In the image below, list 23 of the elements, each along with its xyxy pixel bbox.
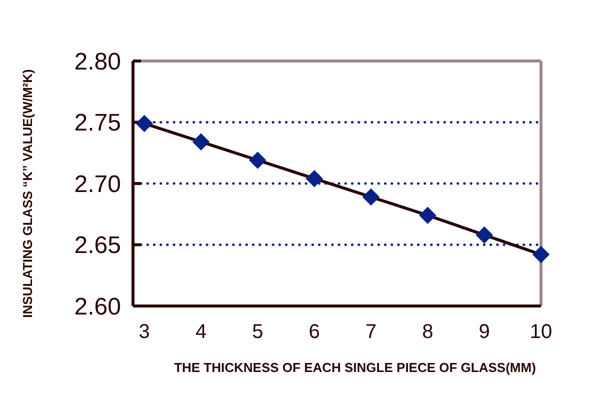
x-tick-label: 10 bbox=[530, 321, 552, 343]
x-tick-label: 3 bbox=[138, 321, 150, 343]
y-axis-title: INSULATING GLASS “K” VALUE(W/M²K) bbox=[20, 69, 35, 318]
x-tick-label: 7 bbox=[365, 321, 377, 343]
y-tick-label: 2.75 bbox=[74, 110, 121, 137]
point bbox=[419, 206, 436, 224]
point bbox=[136, 114, 153, 132]
point bbox=[306, 170, 323, 188]
y-tick-label: 2.65 bbox=[74, 232, 121, 260]
x-tick-label: 8 bbox=[422, 321, 434, 343]
point bbox=[249, 152, 266, 169]
point bbox=[476, 226, 493, 244]
x-tick-label: 5 bbox=[252, 321, 264, 343]
point bbox=[192, 133, 210, 150]
y-tick-label: 2.60 bbox=[74, 293, 121, 320]
x-tick-label: 4 bbox=[195, 321, 207, 343]
point bbox=[532, 246, 550, 264]
x-tick-label: 9 bbox=[478, 321, 490, 343]
x-axis-title: THE THICKNESS OF EACH SINGLE PIECE OF GLASS(MM) bbox=[174, 360, 536, 375]
y-tick-label: 2.80 bbox=[74, 48, 121, 76]
y-tick-label: 2.70 bbox=[74, 170, 121, 198]
point bbox=[362, 188, 380, 206]
x-tick-label: 6 bbox=[308, 321, 320, 343]
